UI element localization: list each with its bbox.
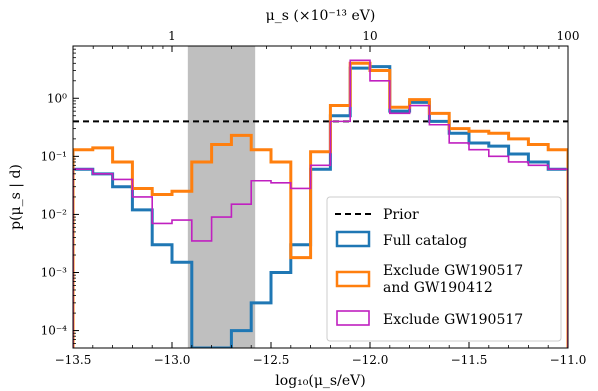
shaded-region [187, 46, 256, 348]
legend-box [326, 196, 562, 342]
legend-label-exclude-two-line2: and GW190412 [383, 280, 493, 296]
series-line-2 [73, 61, 568, 348]
x-tick-label: −11.5 [451, 353, 488, 367]
tick-layer: −13.5 −13.0 −12.5 −12.0 −11.5 −11.0 10⁻⁴ 10⁻³ 10… [41, 29, 587, 367]
x-tick-label: −12.0 [352, 353, 389, 367]
legend-handle-exclude-one [336, 310, 370, 326]
y-axis-label: p(μ_s | d) [8, 164, 24, 230]
top-x-axis-label: μ_s (×10⁻¹³ eV) [266, 8, 376, 24]
legend-handle-exclude-two [335, 270, 371, 288]
top-tick-label: 1 [168, 29, 176, 43]
y-tick-label: 10⁻⁴ [41, 324, 68, 338]
legend-label-full-catalog: Full catalog [383, 233, 467, 249]
y-tick-label: 10⁻² [41, 207, 68, 221]
legend-label-exclude-two-line1: Exclude GW190517 [383, 263, 523, 279]
x-axis-label: log₁₀(μ_s/eV) [275, 373, 365, 389]
x-tick-label: −11.0 [550, 353, 587, 367]
legend-handle-full-catalog [335, 230, 371, 248]
top-tick-label: 100 [557, 29, 580, 43]
legend-label-prior: Prior [383, 207, 419, 223]
y-tick-label: 10⁰ [47, 91, 67, 105]
shaded-region-layer [187, 46, 256, 348]
legend-label-exclude-one: Exclude GW190517 [383, 312, 523, 328]
x-tick-label: −13.5 [55, 353, 92, 367]
y-tick-label: 10⁻¹ [41, 149, 67, 163]
series-layer [73, 59, 568, 348]
x-tick-label: −13.0 [154, 353, 191, 367]
series-line-3 [73, 59, 568, 348]
y-tick-label: 10⁻³ [41, 266, 68, 280]
top-tick-label: 10 [362, 29, 377, 43]
x-tick-label: −12.5 [253, 353, 290, 367]
